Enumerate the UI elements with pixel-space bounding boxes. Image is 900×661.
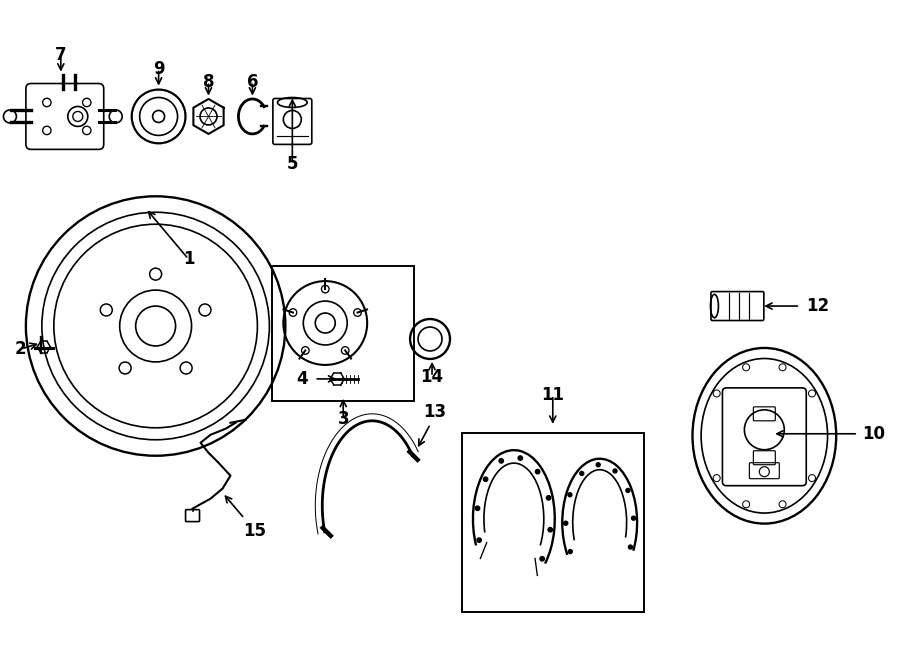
Text: 15: 15 bbox=[243, 522, 266, 539]
Text: 1: 1 bbox=[183, 250, 194, 268]
Text: 14: 14 bbox=[420, 368, 444, 386]
Circle shape bbox=[548, 527, 553, 532]
Circle shape bbox=[596, 463, 600, 467]
Text: 7: 7 bbox=[55, 46, 67, 63]
Bar bbox=[462, 433, 644, 612]
Circle shape bbox=[613, 469, 617, 473]
Bar bbox=[273, 266, 414, 401]
Circle shape bbox=[563, 522, 568, 525]
Text: 13: 13 bbox=[423, 403, 446, 421]
Circle shape bbox=[568, 492, 572, 497]
Circle shape bbox=[628, 545, 633, 549]
Text: 9: 9 bbox=[153, 59, 165, 77]
Circle shape bbox=[546, 496, 551, 500]
Circle shape bbox=[518, 456, 523, 460]
Text: 3: 3 bbox=[338, 410, 349, 428]
Circle shape bbox=[536, 469, 540, 474]
Text: 4: 4 bbox=[296, 370, 308, 388]
Text: 12: 12 bbox=[806, 297, 830, 315]
Text: 10: 10 bbox=[862, 425, 886, 443]
Circle shape bbox=[626, 488, 630, 492]
Text: 2: 2 bbox=[15, 340, 27, 358]
Text: 11: 11 bbox=[541, 386, 564, 404]
Circle shape bbox=[499, 459, 503, 463]
Circle shape bbox=[540, 557, 544, 561]
Circle shape bbox=[477, 538, 482, 543]
Circle shape bbox=[580, 471, 584, 475]
Text: 5: 5 bbox=[286, 155, 298, 173]
Circle shape bbox=[483, 477, 488, 481]
Circle shape bbox=[632, 516, 635, 520]
Circle shape bbox=[568, 549, 572, 553]
Text: 6: 6 bbox=[247, 73, 258, 91]
Text: 8: 8 bbox=[202, 73, 214, 91]
Circle shape bbox=[475, 506, 480, 510]
